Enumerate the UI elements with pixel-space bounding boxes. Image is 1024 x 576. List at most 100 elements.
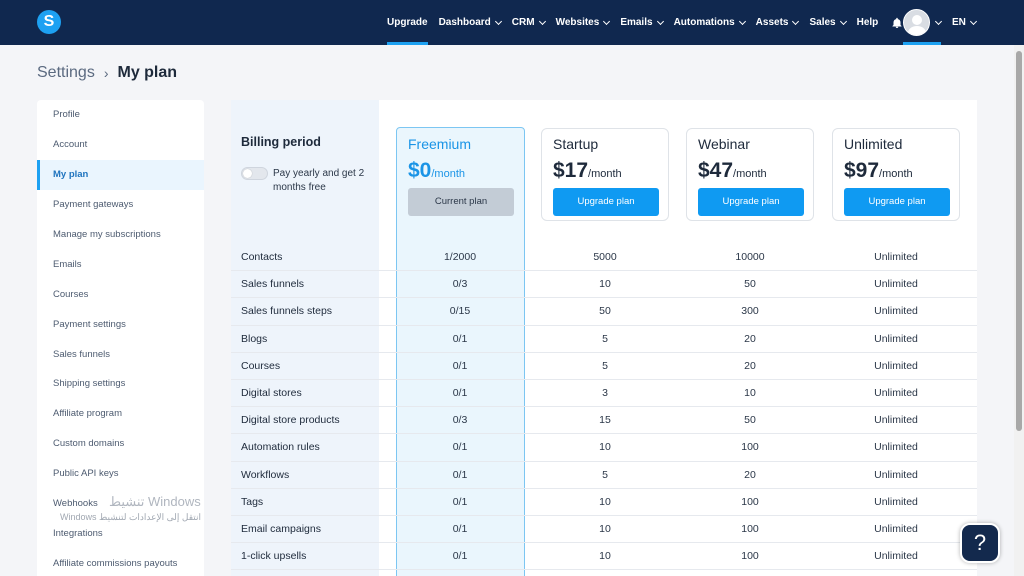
avatar — [903, 9, 930, 36]
breadcrumb: Settings › My plan — [37, 64, 177, 82]
sidebar-item-sales-funnels[interactable]: Sales funnels — [53, 348, 111, 360]
windows-watermark-title: تنشيط Windows — [109, 494, 201, 509]
feature-value: Unlimited — [874, 251, 918, 263]
chevron-down-icon — [538, 17, 546, 25]
sidebar-item-my-plan[interactable]: My plan — [37, 159, 204, 190]
plan-name: Unlimited — [844, 136, 903, 152]
app-logo[interactable]: S — [37, 10, 61, 34]
settings-sidebar: Profile Account My plan Payment gateways… — [37, 100, 204, 576]
feature-value: 10 — [599, 495, 611, 508]
feature-value: 0/3 — [452, 278, 468, 291]
nav-crm[interactable]: CRM — [512, 0, 546, 45]
feature-value: 20 — [744, 359, 756, 372]
main-nav: Upgrade Dashboard CRM Websites Emails Au… — [387, 0, 914, 45]
sidebar-item-emails[interactable]: Emails — [53, 258, 82, 270]
table-row: Sales funnels steps 0/15 50 300 Unlimited — [231, 298, 977, 326]
feature-value: 300 — [741, 305, 759, 318]
feature-value: Unlimited — [874, 414, 918, 427]
feature-value: 10 — [599, 441, 611, 454]
sidebar-item-public-api-keys[interactable]: Public API keys — [53, 468, 119, 480]
feature-value: Unlimited — [874, 278, 918, 291]
nav-dashboard[interactable]: Dashboard — [439, 0, 502, 45]
feature-value: 0/3 — [452, 414, 468, 427]
nav-assets[interactable]: Assets — [756, 0, 800, 45]
sidebar-item-account[interactable]: Account — [53, 139, 88, 151]
feature-value: Unlimited — [874, 305, 918, 318]
chevron-down-icon — [603, 17, 611, 25]
feature-value: 100 — [741, 550, 759, 563]
feature-value: 15 — [599, 414, 611, 427]
chevron-down-icon — [738, 17, 746, 25]
sidebar-item-courses[interactable]: Courses — [53, 288, 89, 300]
notifications-button[interactable] — [889, 0, 903, 45]
feature-value: Unlimited — [874, 522, 918, 535]
table-row: Sales funnels 0/3 10 50 Unlimited — [231, 271, 977, 299]
feature-label: Email campaigns — [241, 522, 321, 535]
nav-upgrade[interactable]: Upgrade — [387, 0, 428, 45]
feature-label: Digital stores — [241, 386, 302, 399]
feature-label: Sales funnels — [241, 278, 305, 291]
plan-name: Freemium — [408, 136, 472, 152]
feature-value: 0/1 — [452, 550, 468, 563]
feature-label: Courses — [241, 359, 281, 372]
upgrade-unlimited-button[interactable]: Upgrade plan — [844, 188, 950, 216]
sidebar-item-integrations[interactable]: Integrations — [53, 527, 103, 539]
feature-value: 10 — [599, 550, 611, 563]
billing-period-title: Billing period — [241, 135, 321, 149]
sidebar-item-shipping-settings[interactable]: Shipping settings — [53, 378, 126, 390]
sidebar-item-affiliate-program[interactable]: Affiliate program — [53, 408, 122, 420]
user-menu[interactable] — [903, 0, 943, 45]
feature-value: 50 — [744, 278, 756, 291]
feature-value: 10 — [599, 522, 611, 535]
table-row: Contacts 1/2000 5000 10000 Unlimited — [231, 244, 977, 272]
sidebar-item-manage-subscriptions[interactable]: Manage my subscriptions — [53, 229, 161, 240]
chevron-down-icon — [839, 17, 847, 25]
plan-name: Startup — [553, 136, 599, 152]
feature-value: 5000 — [593, 251, 617, 263]
help-chat-button[interactable]: ? — [960, 523, 1000, 563]
feature-label: Tags — [241, 495, 264, 508]
table-row: Tags 0/1 10 100 Unlimited — [231, 489, 977, 516]
feature-value: 100 — [741, 495, 759, 508]
yearly-billing-label: Pay yearly and get 2 months free — [273, 168, 365, 193]
feature-value: Unlimited — [874, 359, 918, 372]
feature-value: Unlimited — [874, 441, 918, 454]
feature-value: 0/1 — [452, 359, 468, 372]
scrollbar-thumb[interactable] — [1016, 51, 1022, 431]
feature-value: 0/15 — [449, 305, 471, 318]
chevron-down-icon — [494, 17, 502, 25]
feature-value: 0/1 — [452, 468, 468, 481]
sidebar-item-payment-settings[interactable]: Payment settings — [53, 318, 126, 330]
chevron-down-icon — [792, 17, 800, 25]
sidebar-item-webhooks[interactable]: Webhooks — [53, 498, 98, 510]
plan-card-webinar: Webinar $47/month Upgrade plan — [686, 128, 814, 221]
feature-value: Unlimited — [874, 468, 918, 481]
nav-automations[interactable]: Automations — [674, 0, 746, 45]
feature-label: Contacts — [241, 251, 283, 263]
upgrade-webinar-button[interactable]: Upgrade plan — [698, 188, 804, 216]
top-navbar: S Upgrade Dashboard CRM Websites Emails … — [0, 0, 1024, 45]
breadcrumb-settings[interactable]: Settings — [37, 64, 95, 81]
sidebar-item-custom-domains[interactable]: Custom domains — [53, 438, 125, 450]
sidebar-item-affiliate-payouts[interactable]: Affiliate commissions payouts — [53, 557, 178, 569]
feature-label: 1-click upsells — [241, 550, 307, 563]
nav-websites[interactable]: Websites — [556, 0, 611, 45]
yearly-billing-toggle[interactable] — [241, 167, 268, 180]
feature-label: Blogs — [241, 332, 268, 345]
feature-value: 100 — [741, 522, 759, 535]
page-scrollbar[interactable] — [1014, 45, 1024, 576]
feature-value: 10000 — [735, 251, 765, 263]
feature-value: 10 — [744, 386, 756, 399]
upgrade-startup-button[interactable]: Upgrade plan — [553, 188, 659, 216]
nav-sales[interactable]: Sales — [809, 0, 847, 45]
feature-value: Unlimited — [874, 386, 918, 399]
plan-card-freemium: Freemium $0/month Current plan — [396, 127, 525, 576]
nav-help[interactable]: Help — [856, 17, 879, 28]
table-row: Digital store products 0/3 15 50 Unlimited — [231, 407, 977, 435]
feature-value: 0/1 — [452, 386, 468, 399]
sidebar-item-profile[interactable]: Profile — [53, 109, 80, 121]
sidebar-item-payment-gateways[interactable]: Payment gateways — [53, 199, 134, 211]
language-selector[interactable]: EN — [952, 0, 977, 45]
nav-emails[interactable]: Emails — [620, 0, 664, 45]
feature-value: 0/1 — [452, 522, 468, 535]
